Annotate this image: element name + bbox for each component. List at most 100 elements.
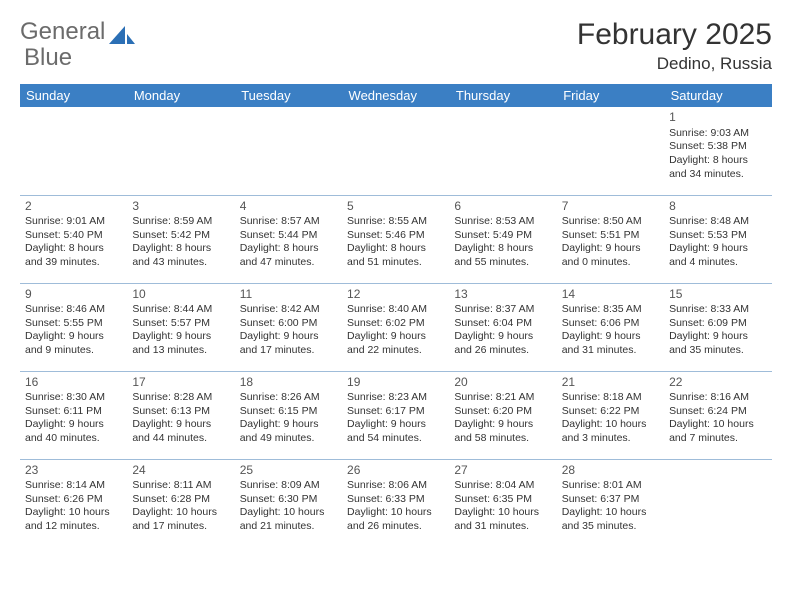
calendar-day-cell: 27Sunrise: 8:04 AMSunset: 6:35 PMDayligh…	[449, 459, 556, 547]
sunrise-line: Sunrise: 8:11 AM	[132, 479, 229, 493]
day-number: 27	[454, 463, 551, 479]
brand-name-2: Blue	[24, 44, 72, 72]
daylight-line: Daylight: 10 hours and 3 minutes.	[562, 418, 659, 445]
day-number: 24	[132, 463, 229, 479]
sunrise-line: Sunrise: 8:55 AM	[347, 215, 444, 229]
calendar-empty-cell	[20, 107, 127, 195]
calendar-day-cell: 13Sunrise: 8:37 AMSunset: 6:04 PMDayligh…	[449, 283, 556, 371]
day-number: 6	[454, 199, 551, 215]
day-number: 5	[347, 199, 444, 215]
sunrise-line: Sunrise: 8:33 AM	[669, 303, 766, 317]
day-number: 13	[454, 287, 551, 303]
calendar-day-cell: 10Sunrise: 8:44 AMSunset: 5:57 PMDayligh…	[127, 283, 234, 371]
day-number: 18	[240, 375, 337, 391]
sunset-line: Sunset: 6:35 PM	[454, 493, 551, 507]
day-number: 20	[454, 375, 551, 391]
sunrise-line: Sunrise: 8:44 AM	[132, 303, 229, 317]
daylight-line: Daylight: 9 hours and 22 minutes.	[347, 330, 444, 357]
daylight-line: Daylight: 9 hours and 31 minutes.	[562, 330, 659, 357]
sunrise-line: Sunrise: 8:26 AM	[240, 391, 337, 405]
weekday-header: Wednesday	[342, 84, 449, 107]
calendar-week-row: 9Sunrise: 8:46 AMSunset: 5:55 PMDaylight…	[20, 283, 772, 371]
day-number: 23	[25, 463, 122, 479]
calendar-day-cell: 16Sunrise: 8:30 AMSunset: 6:11 PMDayligh…	[20, 371, 127, 459]
sunset-line: Sunset: 5:46 PM	[347, 229, 444, 243]
sunset-line: Sunset: 6:00 PM	[240, 317, 337, 331]
sunset-line: Sunset: 6:22 PM	[562, 405, 659, 419]
calendar-day-cell: 1Sunrise: 9:03 AMSunset: 5:38 PMDaylight…	[664, 107, 771, 195]
day-number: 10	[132, 287, 229, 303]
daylight-line: Daylight: 8 hours and 34 minutes.	[669, 154, 766, 181]
sunrise-line: Sunrise: 8:57 AM	[240, 215, 337, 229]
daylight-line: Daylight: 9 hours and 54 minutes.	[347, 418, 444, 445]
daylight-line: Daylight: 10 hours and 21 minutes.	[240, 506, 337, 533]
calendar-day-cell: 22Sunrise: 8:16 AMSunset: 6:24 PMDayligh…	[664, 371, 771, 459]
brand-name-1: General	[20, 18, 105, 46]
daylight-line: Daylight: 10 hours and 7 minutes.	[669, 418, 766, 445]
sunrise-line: Sunrise: 8:06 AM	[347, 479, 444, 493]
sunset-line: Sunset: 5:53 PM	[669, 229, 766, 243]
sunrise-line: Sunrise: 8:40 AM	[347, 303, 444, 317]
daylight-line: Daylight: 9 hours and 49 minutes.	[240, 418, 337, 445]
sunset-line: Sunset: 6:06 PM	[562, 317, 659, 331]
day-number: 17	[132, 375, 229, 391]
weekday-header: Friday	[557, 84, 664, 107]
daylight-line: Daylight: 9 hours and 9 minutes.	[25, 330, 122, 357]
calendar-day-cell: 7Sunrise: 8:50 AMSunset: 5:51 PMDaylight…	[557, 195, 664, 283]
sunrise-line: Sunrise: 8:21 AM	[454, 391, 551, 405]
sunrise-line: Sunrise: 8:42 AM	[240, 303, 337, 317]
daylight-line: Daylight: 10 hours and 12 minutes.	[25, 506, 122, 533]
sunrise-line: Sunrise: 8:23 AM	[347, 391, 444, 405]
title-block: February 2025 Dedino, Russia	[577, 18, 772, 74]
sunset-line: Sunset: 6:02 PM	[347, 317, 444, 331]
calendar-day-cell: 14Sunrise: 8:35 AMSunset: 6:06 PMDayligh…	[557, 283, 664, 371]
calendar-day-cell: 18Sunrise: 8:26 AMSunset: 6:15 PMDayligh…	[235, 371, 342, 459]
sunset-line: Sunset: 6:09 PM	[669, 317, 766, 331]
sunset-line: Sunset: 6:33 PM	[347, 493, 444, 507]
day-number: 12	[347, 287, 444, 303]
day-number: 19	[347, 375, 444, 391]
day-number: 16	[25, 375, 122, 391]
daylight-line: Daylight: 10 hours and 31 minutes.	[454, 506, 551, 533]
calendar-day-cell: 8Sunrise: 8:48 AMSunset: 5:53 PMDaylight…	[664, 195, 771, 283]
sunrise-line: Sunrise: 8:59 AM	[132, 215, 229, 229]
sunrise-line: Sunrise: 8:18 AM	[562, 391, 659, 405]
calendar-week-row: 1Sunrise: 9:03 AMSunset: 5:38 PMDaylight…	[20, 107, 772, 195]
calendar-table: SundayMondayTuesdayWednesdayThursdayFrid…	[20, 84, 772, 547]
daylight-line: Daylight: 10 hours and 17 minutes.	[132, 506, 229, 533]
calendar-week-row: 2Sunrise: 9:01 AMSunset: 5:40 PMDaylight…	[20, 195, 772, 283]
calendar-day-cell: 12Sunrise: 8:40 AMSunset: 6:02 PMDayligh…	[342, 283, 449, 371]
day-number: 4	[240, 199, 337, 215]
sunset-line: Sunset: 6:17 PM	[347, 405, 444, 419]
sunrise-line: Sunrise: 8:09 AM	[240, 479, 337, 493]
daylight-line: Daylight: 10 hours and 35 minutes.	[562, 506, 659, 533]
weekday-header: Sunday	[20, 84, 127, 107]
sunrise-line: Sunrise: 8:14 AM	[25, 479, 122, 493]
calendar-day-cell: 17Sunrise: 8:28 AMSunset: 6:13 PMDayligh…	[127, 371, 234, 459]
daylight-line: Daylight: 8 hours and 51 minutes.	[347, 242, 444, 269]
daylight-line: Daylight: 9 hours and 13 minutes.	[132, 330, 229, 357]
sunrise-line: Sunrise: 8:46 AM	[25, 303, 122, 317]
day-number: 26	[347, 463, 444, 479]
sunrise-line: Sunrise: 8:35 AM	[562, 303, 659, 317]
sunrise-line: Sunrise: 8:30 AM	[25, 391, 122, 405]
daylight-line: Daylight: 9 hours and 0 minutes.	[562, 242, 659, 269]
calendar-day-cell: 20Sunrise: 8:21 AMSunset: 6:20 PMDayligh…	[449, 371, 556, 459]
day-number: 9	[25, 287, 122, 303]
day-number: 7	[562, 199, 659, 215]
calendar-day-cell: 15Sunrise: 8:33 AMSunset: 6:09 PMDayligh…	[664, 283, 771, 371]
day-number: 21	[562, 375, 659, 391]
sunset-line: Sunset: 6:26 PM	[25, 493, 122, 507]
weekday-header: Monday	[127, 84, 234, 107]
daylight-line: Daylight: 9 hours and 58 minutes.	[454, 418, 551, 445]
day-number: 8	[669, 199, 766, 215]
calendar-day-cell: 9Sunrise: 8:46 AMSunset: 5:55 PMDaylight…	[20, 283, 127, 371]
daylight-line: Daylight: 9 hours and 26 minutes.	[454, 330, 551, 357]
month-title: February 2025	[577, 18, 772, 52]
calendar-day-cell: 5Sunrise: 8:55 AMSunset: 5:46 PMDaylight…	[342, 195, 449, 283]
sunset-line: Sunset: 6:30 PM	[240, 493, 337, 507]
calendar-body: 1Sunrise: 9:03 AMSunset: 5:38 PMDaylight…	[20, 107, 772, 547]
sunset-line: Sunset: 6:15 PM	[240, 405, 337, 419]
calendar-header-row: SundayMondayTuesdayWednesdayThursdayFrid…	[20, 84, 772, 107]
weekday-header: Saturday	[664, 84, 771, 107]
